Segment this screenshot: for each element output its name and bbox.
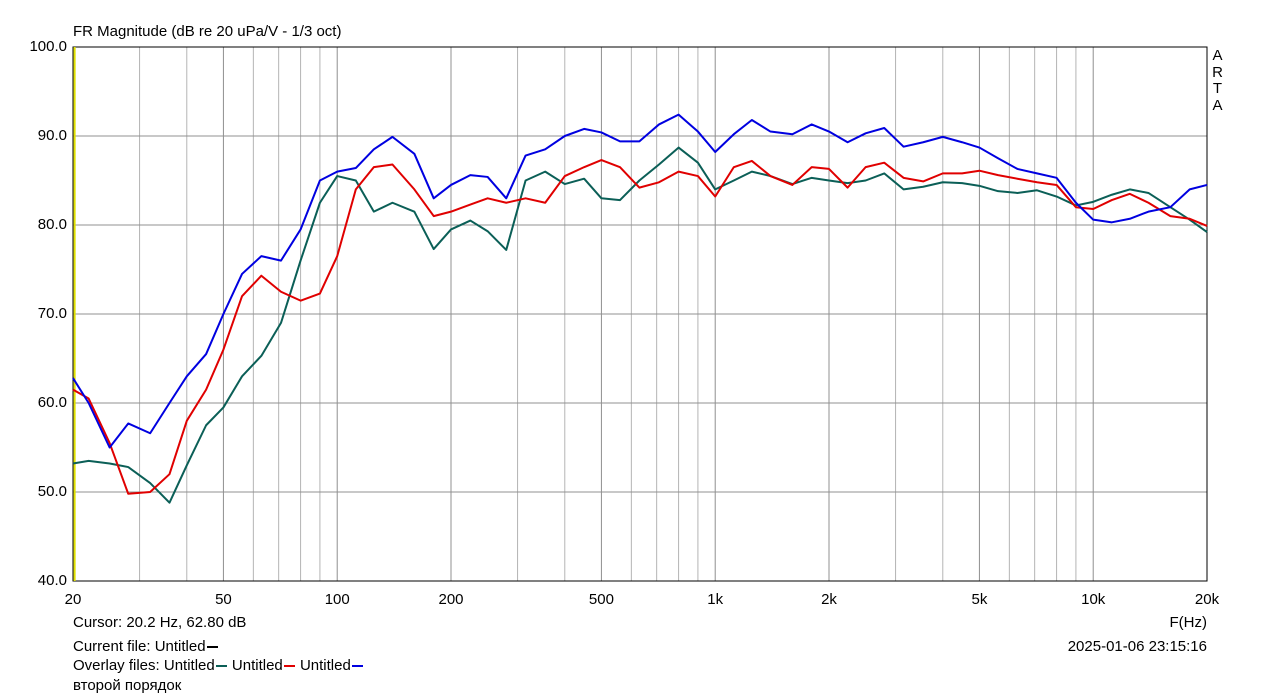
x-tick-label: 500 bbox=[589, 591, 614, 608]
x-tick-label: 10k bbox=[1081, 591, 1106, 608]
current-file: Current file: Untitled bbox=[73, 638, 219, 656]
x-tick-label: 2k bbox=[821, 591, 837, 608]
x-tick-label: 1k bbox=[707, 591, 723, 608]
series-line bbox=[72, 146, 1208, 504]
series-line bbox=[72, 159, 1208, 495]
legend-swatch bbox=[351, 665, 363, 668]
y-tick-label: 40.0 bbox=[38, 572, 67, 589]
legend-name: Untitled bbox=[163, 657, 215, 674]
legend-swatch bbox=[283, 665, 295, 668]
y-tick-label: 70.0 bbox=[38, 305, 67, 322]
x-tick-label: 5k bbox=[971, 591, 987, 608]
current-file-name: Untitled bbox=[154, 638, 206, 655]
chart-title: FR Magnitude (dB re 20 uPa/V - 1/3 oct) bbox=[73, 23, 341, 40]
x-tick-label: 200 bbox=[438, 591, 463, 608]
y-tick-label: 50.0 bbox=[38, 483, 67, 500]
x-axis-label: F(Hz) bbox=[1169, 614, 1208, 631]
y-tick-label: 100.0 bbox=[29, 38, 67, 55]
x-tick-label: 20k bbox=[1195, 591, 1220, 608]
y-tick-label: 90.0 bbox=[38, 127, 67, 144]
x-tick-label: 100 bbox=[325, 591, 350, 608]
x-tick-label: 50 bbox=[215, 591, 232, 608]
note: второй порядок bbox=[73, 677, 182, 694]
y-tick-label: 80.0 bbox=[38, 216, 67, 233]
legend-swatch bbox=[215, 665, 227, 668]
legend-name: Untitled bbox=[299, 657, 351, 674]
legend-name: Untitled bbox=[231, 657, 283, 674]
plot-frame bbox=[72, 46, 1208, 582]
series-line bbox=[72, 113, 1208, 449]
legend: Overlay files: Untitled Untitled Untitle… bbox=[73, 657, 364, 675]
x-tick-label: 20 bbox=[65, 591, 82, 608]
current-file-label: Current file: bbox=[73, 638, 151, 655]
current-file-swatch bbox=[206, 646, 218, 649]
timestamp: 2025-01-06 23:15:16 bbox=[1067, 638, 1207, 655]
cursor-readout: Cursor: 20.2 Hz, 62.80 dB bbox=[73, 614, 247, 631]
overlay-label: Overlay files: bbox=[73, 657, 160, 674]
y-tick-label: 60.0 bbox=[38, 394, 67, 411]
side-label: ARTA bbox=[1212, 47, 1223, 114]
